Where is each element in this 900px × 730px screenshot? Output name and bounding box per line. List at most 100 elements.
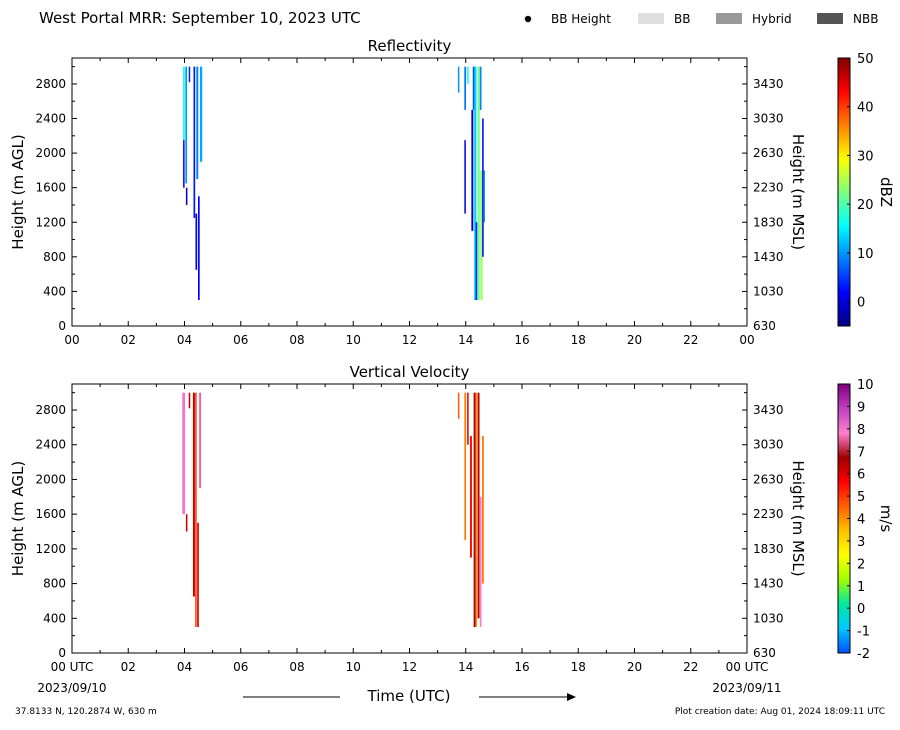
data-cell	[472, 66, 475, 110]
y-right-tick-label: 2230	[753, 507, 784, 521]
x-tick-label: 14	[458, 333, 473, 347]
x-tick-label: 16	[514, 660, 529, 674]
data-cell	[482, 436, 484, 584]
data-cell	[475, 222, 478, 301]
data-cell	[193, 66, 196, 218]
x-tick-label: 14	[458, 660, 473, 674]
data-cell	[195, 392, 197, 627]
data-cell	[467, 392, 469, 445]
y-right-tick-label: 3030	[753, 112, 784, 126]
y-right-tick-label: 2630	[753, 146, 784, 160]
legend-swatch	[716, 13, 742, 24]
data-cell	[199, 392, 202, 489]
legend-label: BB	[674, 12, 690, 26]
x-tick-label: 16	[514, 333, 529, 347]
colorbar-tick-label: 8	[857, 423, 865, 438]
colorbar: -2 -1 0 1 2 3 4 5 6 7 8 9 10 m/s	[837, 378, 895, 662]
x-tick-label: 00	[64, 333, 79, 347]
data-cell	[464, 392, 467, 541]
legend-item-bb-height: BB Height	[524, 12, 611, 26]
y-tick-label: 1200	[35, 542, 66, 556]
header-legend: BB Height BB Hybrid NBB	[524, 12, 878, 26]
creation-date-label: Plot creation date: Aug 01, 2024 18:09:1…	[675, 707, 885, 717]
plot-frame	[71, 57, 748, 327]
y-tick-label: 400	[43, 611, 66, 625]
x-tick-label: 12	[402, 333, 417, 347]
colorbar-tick-label: 7	[857, 445, 865, 460]
data-cell	[457, 66, 460, 93]
y-axis-right-label: Height (m MSL)	[789, 460, 807, 576]
y-tick-label: 2000	[35, 146, 66, 160]
y-axis-label: Height (m AGL)	[9, 461, 27, 576]
end-date-label: 2023/09/11	[712, 681, 781, 695]
data-cell	[471, 109, 474, 231]
y-tick-label: 2400	[35, 438, 66, 452]
x-axis-label: Time (UTC)	[367, 687, 451, 705]
y-right-tick-label: 2230	[753, 181, 784, 195]
y-tick-label: 1600	[35, 507, 66, 521]
panel-title: Vertical Velocity	[350, 363, 470, 381]
data-cell	[198, 196, 200, 301]
data-cell	[477, 392, 480, 619]
y-tick-label: 2800	[35, 403, 66, 417]
y-tick-label: 800	[43, 250, 66, 264]
data-cell	[483, 170, 485, 223]
colorbar-tick-label: 2	[857, 557, 865, 572]
x-tick-label: 04	[177, 333, 192, 347]
y-right-tick-label: 1030	[753, 284, 784, 298]
data-cell	[474, 66, 477, 301]
legend-item-hybrid: Hybrid	[716, 12, 792, 26]
data-cell	[479, 496, 482, 627]
y-right-tick-label: 3430	[753, 403, 784, 417]
time-arrow-head	[567, 693, 576, 701]
data-cell	[199, 66, 203, 162]
x-tick-label: 20	[627, 333, 642, 347]
colorbar-tick-label: 4	[857, 513, 865, 528]
data-cells	[183, 66, 485, 301]
y-tick-label: 1600	[35, 181, 66, 195]
colorbar-tick-label: -2	[857, 647, 870, 662]
legend-swatch	[638, 13, 664, 24]
data-cell	[183, 66, 185, 141]
legend-label: NBB	[853, 12, 878, 26]
y-right-tick-label: 630	[753, 646, 776, 660]
y-right-tick-label: 1830	[753, 542, 784, 556]
colorbar: 0 10 20 30 40 50 dBZ	[837, 52, 895, 327]
data-cell	[467, 66, 469, 84]
colorbar-tick-label: 10	[857, 378, 874, 393]
y-tick-label: 0	[58, 646, 66, 660]
x-tick-label: 22	[683, 333, 698, 347]
colorbar-tick-label: 5	[857, 490, 865, 505]
y-axis-right-label: Height (m MSL)	[789, 134, 807, 250]
colorbar-tick-label: 6	[857, 468, 865, 483]
data-cell	[479, 66, 482, 110]
data-cell	[475, 392, 478, 627]
data-cell	[185, 66, 188, 184]
start-date-label: 2023/09/10	[37, 681, 106, 695]
colorbar-tick-label: 40	[857, 101, 874, 116]
x-tick-label: 00 UTC	[51, 660, 94, 674]
y-right-tick-label: 1830	[753, 215, 784, 229]
x-tick-label: 02	[121, 660, 136, 674]
colorbar-tick-label: -1	[857, 625, 870, 640]
x-tick-label: 20	[627, 660, 642, 674]
data-cell	[192, 392, 195, 597]
legend-label: Hybrid	[752, 12, 792, 26]
y-right-tick-label: 2630	[753, 472, 784, 486]
data-cell	[473, 392, 476, 627]
y-right-tick-label: 1030	[753, 611, 784, 625]
x-tick-label: 10	[346, 333, 361, 347]
x-tick-label: 02	[121, 333, 136, 347]
legend-swatch	[817, 13, 843, 24]
data-cell	[457, 392, 460, 419]
data-cell	[196, 66, 199, 180]
x-tick-label: 10	[346, 660, 361, 674]
data-cell	[185, 187, 188, 205]
data-cell	[188, 66, 191, 83]
x-tick-label: 12	[402, 660, 417, 674]
x-tick-label: 00 UTC	[726, 660, 769, 674]
data-cell	[477, 66, 480, 301]
x-tick-label: 06	[233, 660, 248, 674]
